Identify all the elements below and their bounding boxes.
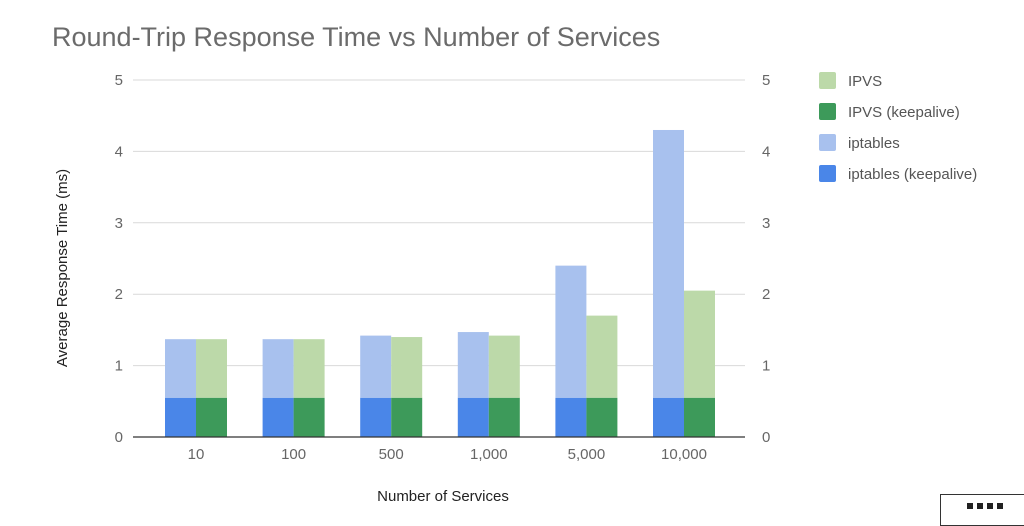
bar-ipvs-keepalive (488, 397, 520, 437)
bars (165, 129, 715, 437)
bar-ipvs (488, 335, 520, 398)
legend-swatch-ipvs-keepalive (819, 103, 836, 120)
y-axis-title: Average Response Time (ms) (54, 169, 71, 367)
legend-swatch-iptables-keepalive (819, 165, 836, 182)
chart-title: Round-Trip Response Time vs Number of Se… (52, 22, 661, 52)
legend: IPVS IPVS (keepalive) iptables iptables (ke… (819, 72, 977, 183)
bar-iptables-keepalive (457, 397, 489, 437)
legend-label-ipvs-keepalive: IPVS (keepalive) (848, 104, 960, 121)
bar-ipvs-keepalive (196, 397, 227, 437)
legend-label-ipvs: IPVS (848, 73, 882, 90)
x-tick-label: 5,000 (568, 446, 606, 463)
bar-iptables-keepalive (165, 397, 196, 437)
bar-ipvs (586, 315, 618, 398)
y-tick-label-right: 0 (762, 429, 770, 446)
y-tick-label-left: 0 (115, 429, 123, 446)
bar-iptables-keepalive (262, 397, 294, 437)
bar-iptables-keepalive (653, 397, 684, 437)
y-tick-label-right: 3 (762, 215, 770, 232)
y-tick-label-left: 5 (115, 72, 123, 89)
x-tick-label: 1,000 (470, 446, 508, 463)
bar-iptables (457, 332, 489, 398)
bar-ipvs (196, 339, 227, 398)
x-tick-label: 10,000 (661, 446, 707, 463)
y-tick-label-right: 2 (762, 286, 770, 303)
gridlines (133, 79, 745, 367)
chart-canvas: 0 0 1 1 2 2 3 3 4 4 5 5 10 100 500 1,000 5,000 10,000 Num… (54, 72, 977, 505)
legend-swatch-ipvs (819, 72, 836, 89)
bar-ipvs (684, 290, 715, 398)
y-tick-label-left: 3 (115, 215, 123, 232)
legend-label-iptables: iptables (848, 135, 900, 152)
bar-ipvs-keepalive (684, 397, 715, 437)
y-tick-label-left: 1 (115, 358, 123, 375)
qr-code-icon (940, 494, 1024, 526)
bar-ipvs-keepalive (391, 397, 423, 437)
x-tick-label: 100 (281, 446, 306, 463)
x-tick-label: 500 (379, 446, 404, 463)
x-tick-label: 10 (188, 446, 205, 463)
y-tick-label-right: 5 (762, 72, 770, 89)
bar-ipvs-keepalive (586, 397, 618, 437)
bar-iptables (653, 129, 684, 398)
bar-iptables-keepalive (360, 397, 392, 437)
y-tick-label-left: 2 (115, 286, 123, 303)
bar-iptables (555, 265, 587, 398)
bar-ipvs (391, 337, 423, 398)
axes: 0 0 1 1 2 2 3 3 4 4 5 5 10 100 500 1,000 5,000 10,000 (115, 72, 771, 463)
y-tick-label-left: 4 (115, 143, 123, 160)
bar-ipvs (293, 339, 325, 398)
bar-iptables (262, 339, 294, 398)
legend-label-iptables-keepalive: iptables (keepalive) (848, 166, 977, 183)
y-tick-label-right: 1 (762, 358, 770, 375)
bar-iptables-keepalive (555, 397, 587, 437)
bar-iptables (360, 335, 392, 398)
bar-iptables (165, 339, 196, 398)
y-tick-label-right: 4 (762, 143, 770, 160)
bar-ipvs-keepalive (293, 397, 325, 437)
legend-swatch-iptables (819, 134, 836, 151)
x-axis-title: Number of Services (377, 488, 509, 505)
